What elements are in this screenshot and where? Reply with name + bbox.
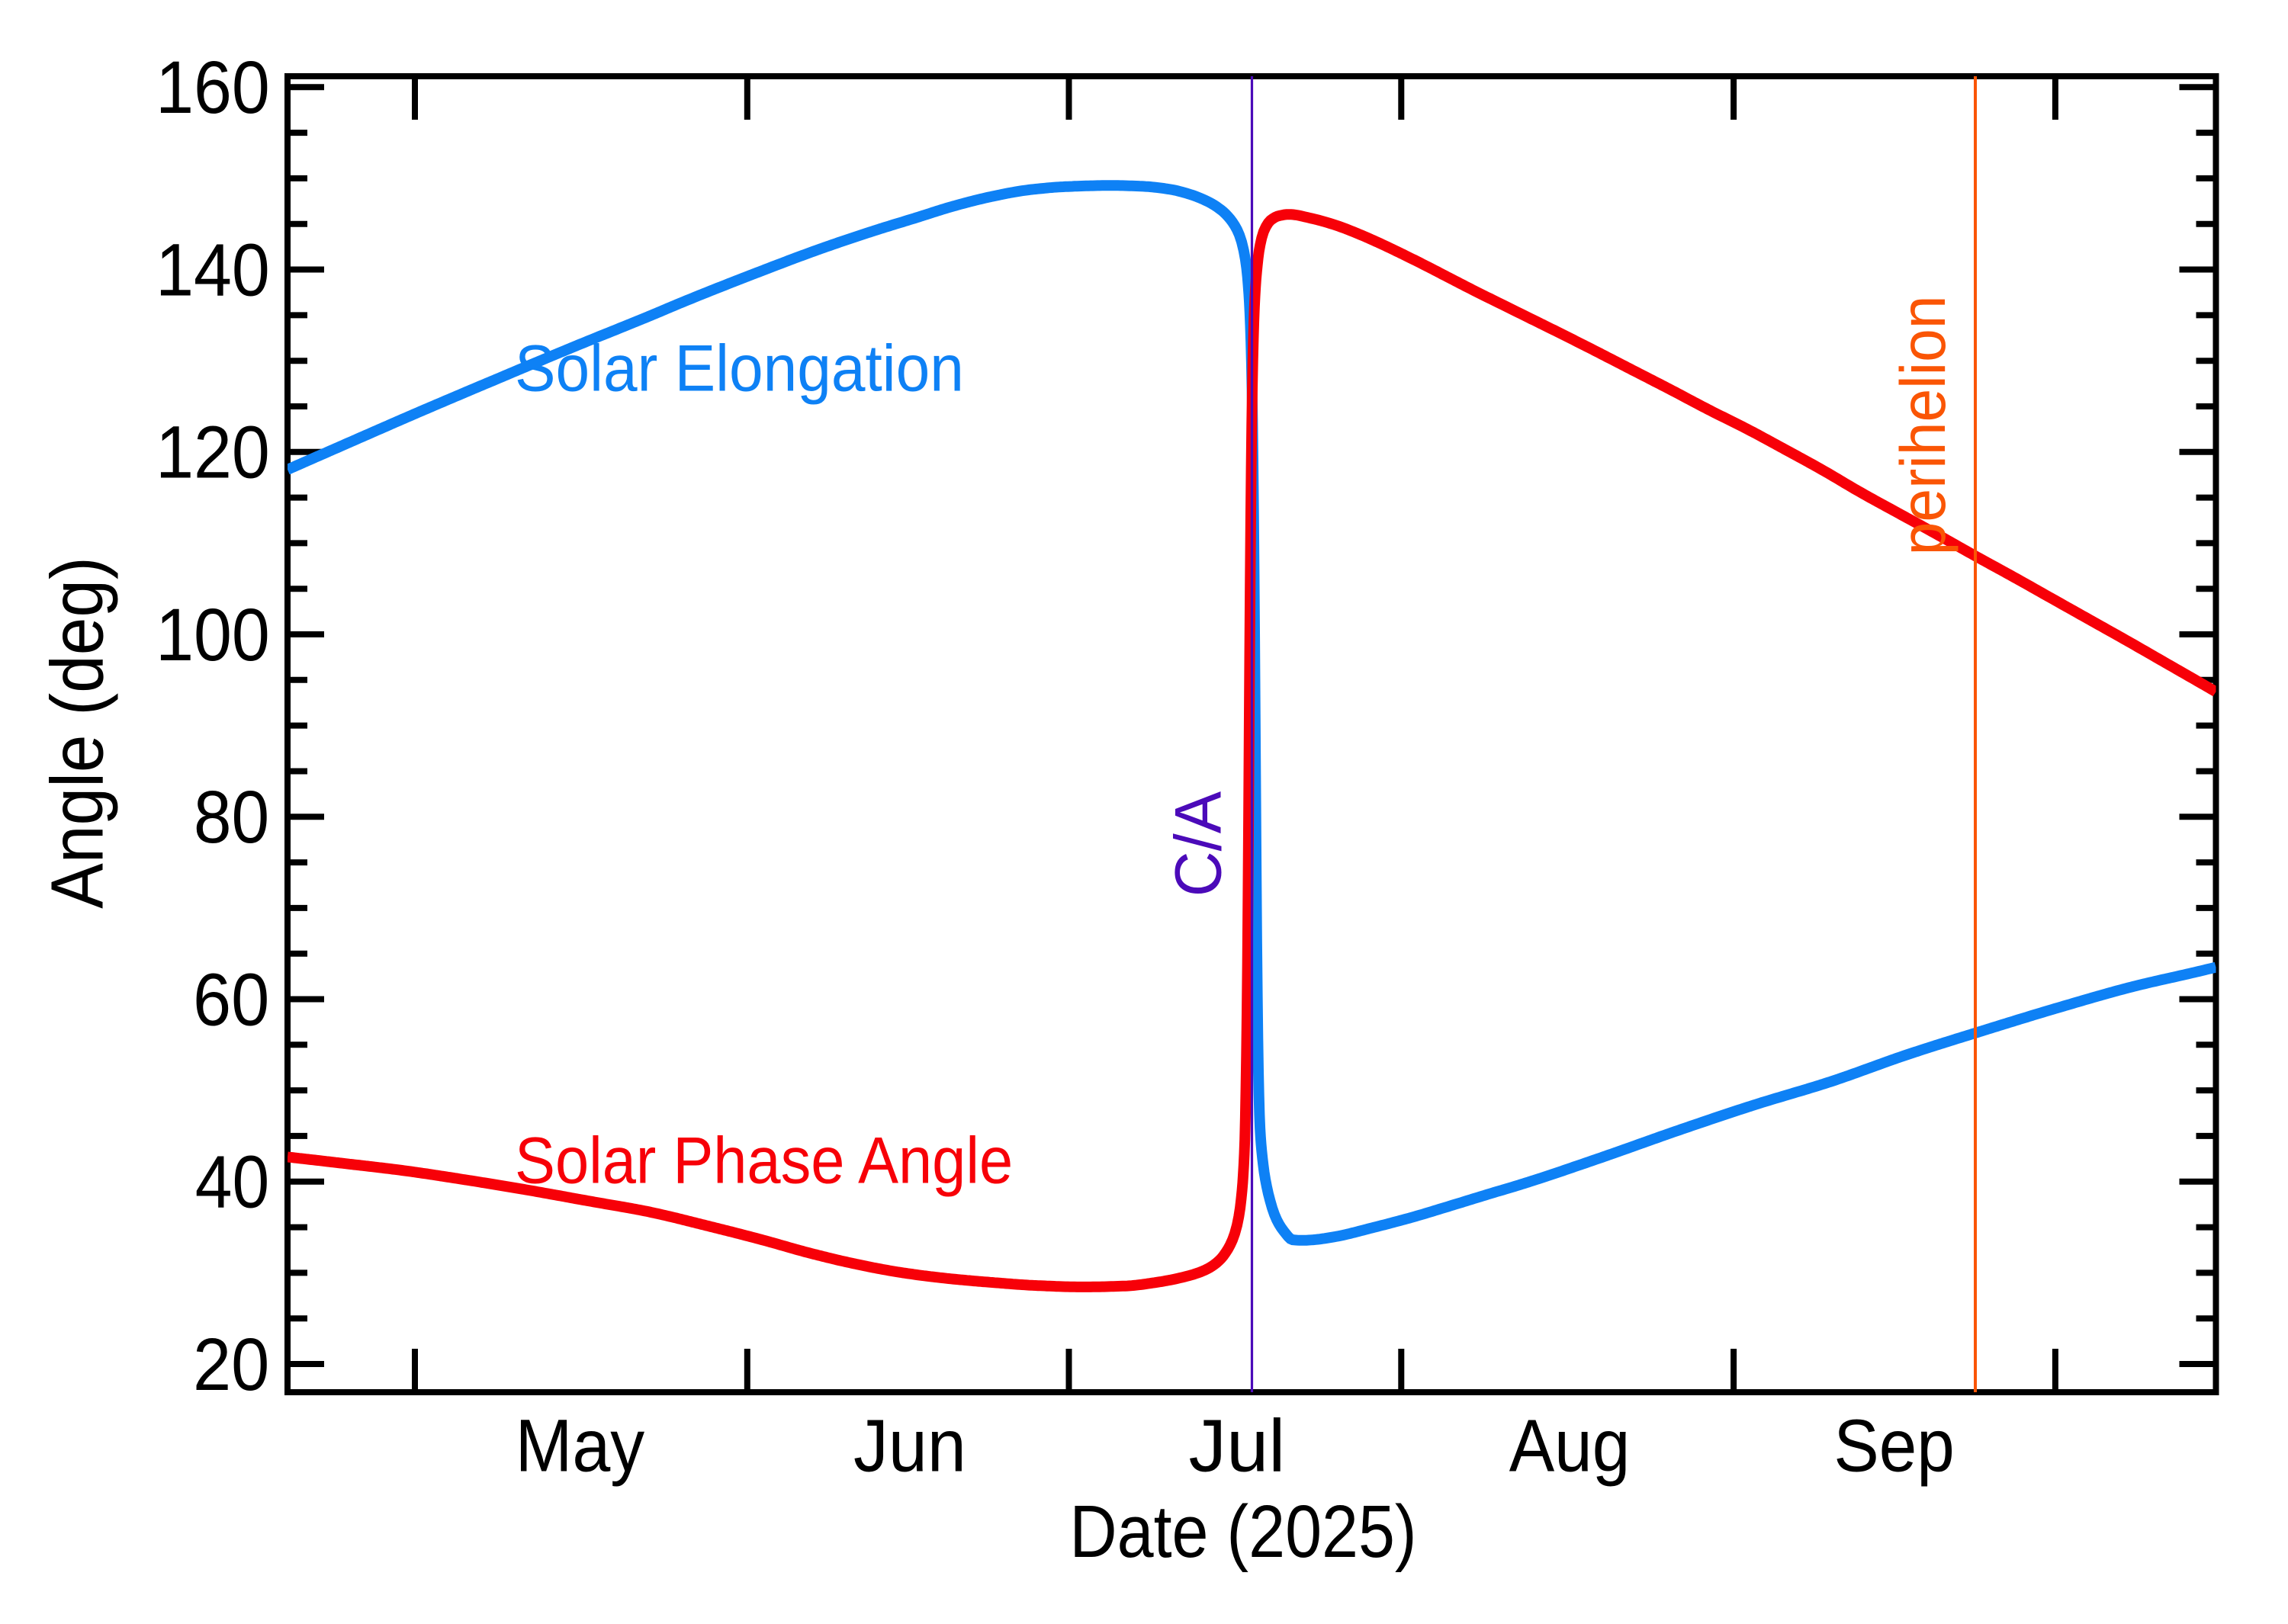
svg-text:perihelion: perihelion bbox=[1887, 295, 1959, 555]
svg-text:Aug: Aug bbox=[1509, 1404, 1631, 1488]
svg-text:120: 120 bbox=[156, 411, 270, 494]
svg-text:Jun: Jun bbox=[853, 1404, 966, 1488]
svg-text:60: 60 bbox=[193, 958, 269, 1041]
svg-text:May: May bbox=[516, 1404, 645, 1488]
svg-text:Angle (deg): Angle (deg) bbox=[35, 557, 118, 908]
svg-text:20: 20 bbox=[193, 1323, 269, 1406]
svg-text:Sep: Sep bbox=[1833, 1404, 1954, 1488]
svg-text:Solar Elongation: Solar Elongation bbox=[515, 332, 964, 406]
svg-text:Jul: Jul bbox=[1189, 1404, 1286, 1488]
svg-text:C/A: C/A bbox=[1162, 791, 1236, 897]
svg-text:140: 140 bbox=[156, 228, 270, 311]
svg-text:80: 80 bbox=[194, 775, 269, 859]
svg-text:Solar Phase Angle: Solar Phase Angle bbox=[515, 1125, 1013, 1198]
svg-text:160: 160 bbox=[156, 46, 270, 129]
svg-text:100: 100 bbox=[156, 593, 270, 676]
svg-text:40: 40 bbox=[195, 1141, 269, 1224]
svg-text:Date (2025): Date (2025) bbox=[1069, 1490, 1416, 1573]
